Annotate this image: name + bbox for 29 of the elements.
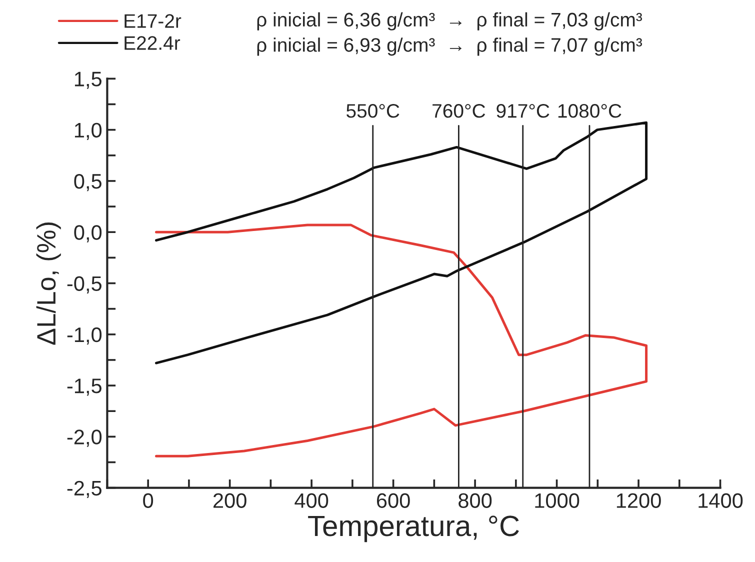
y-tick-label: 1,0 — [74, 122, 102, 140]
ref-line-label: 550°C — [346, 104, 400, 118]
line-series — [155, 224, 648, 458]
x-tick-label: 800 — [458, 493, 492, 508]
x-tick-label: 1000 — [535, 493, 580, 508]
line-series — [155, 121, 648, 364]
legend-label: E22.4r — [124, 36, 180, 50]
x-tick-label: 1400 — [698, 493, 743, 508]
x-axis-title: Temperatura, °C — [308, 516, 519, 542]
x-tick-label: 600 — [376, 493, 410, 508]
ref-line-label: 1080°C — [558, 104, 622, 118]
ref-line-label: 760°C — [432, 104, 486, 118]
text: ρ inicial = 6,36 g/cm³ → ρ final = 7,03 g/cm³ — [257, 12, 642, 30]
y-tick-label: 0,0 — [74, 225, 102, 242]
y-tick-label: -1,0 — [67, 327, 102, 345]
legend-label: E17-2r — [124, 14, 182, 28]
y-axis-title: ΔL/Lo, (%) — [36, 222, 61, 345]
y-tick-label: -2,0 — [67, 430, 102, 447]
x-tick-label: 0 — [143, 493, 154, 508]
x-tick-label: 400 — [294, 493, 328, 508]
ref-line-label: 917°C — [496, 104, 550, 118]
x-tick-label: 1200 — [616, 493, 661, 508]
y-tick-label: -2,5 — [67, 480, 102, 498]
x-tick-label: 200 — [213, 493, 246, 508]
y-tick-label: -1,5 — [67, 378, 102, 396]
text: ρ inicial = 6,93 g/cm³ → ρ final = 7,07 g/cm³ — [257, 38, 642, 56]
y-tick-label: 0,5 — [74, 174, 102, 192]
y-tick-label: -0,5 — [67, 276, 102, 294]
y-tick-label: 1,5 — [74, 72, 102, 89]
